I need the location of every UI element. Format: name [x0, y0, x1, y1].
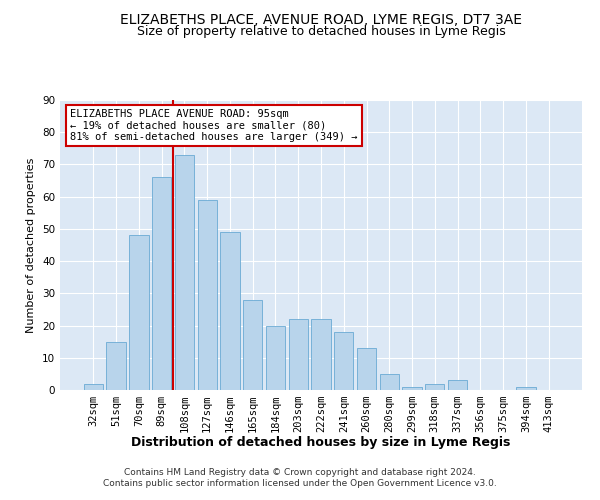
Text: ELIZABETHS PLACE AVENUE ROAD: 95sqm
← 19% of detached houses are smaller (80)
81: ELIZABETHS PLACE AVENUE ROAD: 95sqm ← 19… — [70, 108, 358, 142]
Text: Distribution of detached houses by size in Lyme Regis: Distribution of detached houses by size … — [131, 436, 511, 449]
Bar — [152, 178, 172, 390]
Text: Contains public sector information licensed under the Open Government Licence v3: Contains public sector information licen… — [103, 480, 497, 488]
Bar — [129, 236, 149, 390]
Text: Size of property relative to detached houses in Lyme Regis: Size of property relative to detached ho… — [137, 25, 505, 38]
Bar — [289, 319, 308, 390]
Bar — [516, 387, 536, 390]
Y-axis label: Number of detached properties: Number of detached properties — [26, 158, 37, 332]
Bar — [175, 155, 194, 390]
Text: ELIZABETHS PLACE, AVENUE ROAD, LYME REGIS, DT7 3AE: ELIZABETHS PLACE, AVENUE ROAD, LYME REGI… — [120, 12, 522, 26]
Bar — [403, 387, 422, 390]
Text: Contains HM Land Registry data © Crown copyright and database right 2024.: Contains HM Land Registry data © Crown c… — [124, 468, 476, 477]
Bar — [311, 319, 331, 390]
Bar — [220, 232, 239, 390]
Bar — [106, 342, 126, 390]
Bar — [380, 374, 399, 390]
Bar — [197, 200, 217, 390]
Bar — [334, 332, 353, 390]
Bar — [425, 384, 445, 390]
Bar — [266, 326, 285, 390]
Bar — [84, 384, 103, 390]
Bar — [448, 380, 467, 390]
Bar — [243, 300, 262, 390]
Bar — [357, 348, 376, 390]
